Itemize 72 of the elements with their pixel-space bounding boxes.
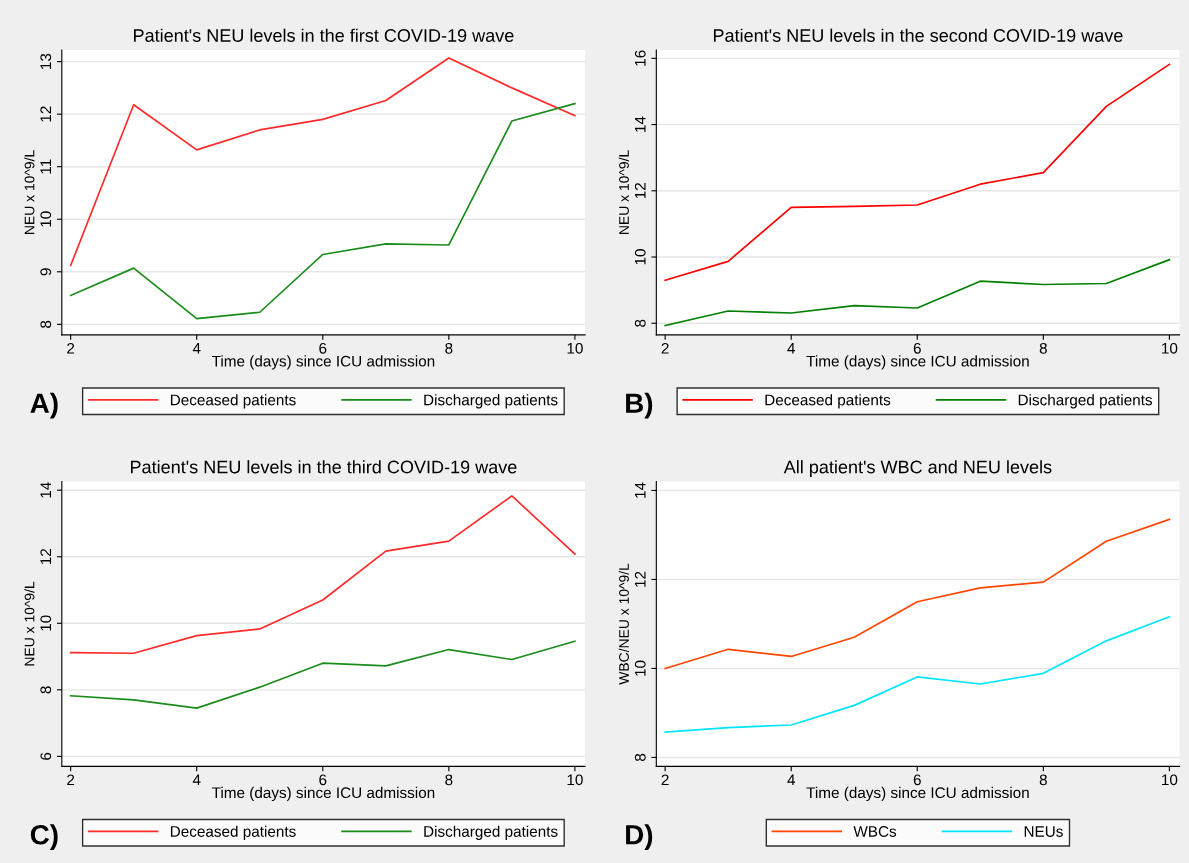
- y-tick-label: 14: [635, 116, 646, 132]
- y-tick-label: 8: [40, 320, 52, 328]
- y-tick-label: 10: [634, 660, 646, 676]
- y-tick-label: 12: [40, 106, 52, 122]
- chart-title: All patient's WBC and NEU levels: [783, 460, 1052, 477]
- x-axis-title: Time (days) since ICU admission: [806, 786, 1029, 802]
- y-axis-title: NEU x 10^9/L: [618, 150, 629, 234]
- x-tick-label: 2: [661, 342, 669, 354]
- x-tick-label: 6: [319, 342, 327, 354]
- line-series: [69, 495, 576, 655]
- y-tick-label: 8: [634, 319, 646, 327]
- x-tick-label: 4: [192, 774, 201, 786]
- y-tick-label: 14: [40, 482, 52, 498]
- text: B): [626, 392, 653, 419]
- x-tick-label: 2: [661, 774, 669, 786]
- legend-label: Deceased patients: [170, 825, 296, 840]
- x-tick-label: 10: [567, 774, 583, 786]
- y-tick-label: 12: [40, 549, 52, 565]
- line-series: [664, 258, 1171, 327]
- legend-label: NEUs: [1024, 826, 1063, 837]
- y-tick-label: 10: [40, 211, 52, 227]
- x-tick-label: 4: [787, 343, 796, 354]
- x-tick-label: 10: [1162, 774, 1178, 786]
- x-tick-label: 2: [67, 342, 75, 354]
- y-tick-label: 6: [40, 752, 52, 760]
- chart-title: Patient's NEU levels in the first COVID-19 wave: [134, 28, 514, 42]
- chart-title: Patient's NEU levels in the second COVID-19 wave: [713, 28, 1123, 42]
- x-axis-title: Time (days) since ICU admission: [211, 355, 435, 370]
- y-tick-label: 8: [40, 686, 52, 694]
- y-tick-label: 14: [635, 482, 646, 498]
- y-tick-label: 12: [634, 571, 646, 587]
- x-tick-label: 10: [567, 342, 583, 354]
- y-tick-label: 10: [40, 615, 52, 631]
- y-tick-label: 8: [634, 753, 646, 762]
- legend-label: Deceased patients: [765, 394, 891, 409]
- text: C): [30, 824, 58, 851]
- line-series: [664, 63, 1171, 282]
- y-tick-label: 13: [40, 53, 52, 69]
- y-axis-title: NEU x 10^9/L: [24, 150, 35, 234]
- x-axis-title: Time (days) since ICU admission: [211, 786, 435, 802]
- y-tick-label: 12: [634, 183, 646, 199]
- y-tick-label: 11: [40, 159, 52, 174]
- x-tick-label: 2: [67, 774, 75, 786]
- x-axis-title: Time (days) since ICU admission: [806, 355, 1029, 370]
- x-tick-label: 6: [913, 774, 921, 786]
- x-tick-label: 8: [1039, 774, 1047, 786]
- x-tick-label: 6: [913, 342, 921, 354]
- legend-label: Discharged patients: [1018, 394, 1153, 409]
- line-series: [69, 57, 576, 267]
- y-axis-title: NEU x 10^9/L: [24, 581, 35, 666]
- legend-label: Discharged patients: [424, 394, 558, 409]
- line-series: [69, 640, 576, 709]
- x-tick-label: 4: [787, 774, 796, 786]
- text: A): [30, 392, 58, 419]
- y-tick-label: 10: [634, 249, 646, 265]
- y-tick-label: 16: [634, 50, 646, 66]
- line-series: [664, 518, 1171, 670]
- x-tick-label: 8: [445, 774, 453, 786]
- chart-title: Patient's NEU levels in the third COVID-19 wave: [131, 460, 517, 474]
- legend-label: Discharged patients: [424, 825, 558, 840]
- y-tick-label: 9: [40, 268, 52, 276]
- text: D): [626, 824, 653, 851]
- legend-label: Deceased patients: [170, 394, 296, 409]
- x-tick-label: 6: [319, 774, 327, 786]
- line-series: [69, 102, 576, 320]
- x-tick-label: 4: [192, 343, 201, 354]
- x-tick-label: 8: [1039, 342, 1047, 354]
- x-tick-label: 10: [1162, 342, 1178, 354]
- x-tick-label: 8: [445, 342, 453, 354]
- legend-label: WBCs: [853, 826, 897, 837]
- y-axis-title: WBC/NEU x 10^9/L: [618, 563, 629, 685]
- line-series: [664, 615, 1171, 733]
